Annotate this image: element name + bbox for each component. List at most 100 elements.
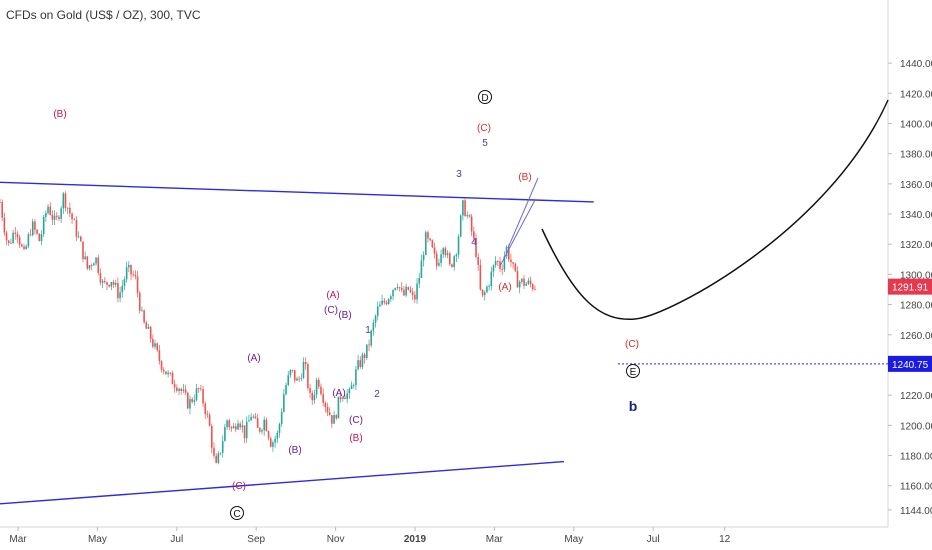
candle-body — [158, 350, 161, 362]
candle-body — [346, 393, 348, 400]
y-tick-label: 1360.00 — [900, 180, 932, 191]
candle-body — [5, 232, 8, 241]
candle-body — [145, 322, 148, 329]
candle-body — [529, 280, 532, 285]
candle-body — [193, 400, 196, 402]
candle-body — [206, 413, 209, 415]
candle-body — [457, 236, 460, 255]
wave-label: (C) — [324, 305, 338, 316]
candle-body — [243, 425, 246, 439]
candle-body — [138, 292, 141, 311]
candle-body — [431, 240, 434, 248]
candle-body — [407, 286, 410, 290]
candle-body — [167, 372, 169, 375]
current-price-tag — [888, 278, 932, 295]
candle-body — [182, 389, 185, 391]
candle-body — [0, 201, 1, 203]
candle-body — [289, 369, 292, 376]
candle-body — [42, 216, 45, 235]
candle-body — [263, 419, 266, 431]
candle-body — [414, 294, 416, 300]
candle-body — [429, 238, 431, 241]
current-price-label: 1291.91 — [892, 283, 929, 294]
candle-body — [400, 287, 403, 290]
candle-body — [416, 283, 418, 300]
candle-body — [357, 360, 359, 370]
candle-body — [396, 287, 399, 289]
candle-body — [272, 442, 274, 447]
candle-body — [296, 378, 298, 381]
candle-body — [317, 379, 320, 387]
x-tick-label: Jul — [647, 534, 660, 545]
candle-body — [75, 220, 78, 237]
x-tick-label: Nov — [327, 534, 345, 545]
candle-body — [374, 316, 377, 323]
wave-label: (B) — [288, 445, 301, 456]
candle-body — [97, 257, 100, 273]
candle-body — [376, 306, 379, 317]
candle-body — [259, 427, 261, 432]
y-tick-label: 1144.00 — [900, 506, 932, 517]
candle-body — [143, 310, 145, 323]
candle-body — [195, 388, 198, 401]
candle-body — [95, 257, 97, 264]
candle-body — [390, 296, 392, 300]
candle-body — [45, 213, 47, 217]
candle-body — [510, 259, 512, 263]
candle-body — [387, 299, 390, 305]
candle-body — [230, 427, 233, 429]
candle-body — [379, 304, 381, 307]
candle-body — [69, 207, 71, 214]
candle-body — [302, 361, 305, 379]
candle-body — [497, 261, 499, 262]
candle-body — [58, 216, 60, 219]
candle-body — [278, 424, 281, 433]
candle-body — [392, 289, 394, 297]
candle-body — [442, 248, 445, 255]
candle-body — [455, 254, 458, 257]
wave-label: 2 — [374, 389, 380, 400]
candle-body — [104, 280, 106, 283]
candle-body — [523, 278, 525, 286]
candle-body — [7, 240, 10, 243]
y-tick-label: 1200.00 — [900, 421, 932, 432]
channel-line — [499, 199, 536, 267]
candle-body — [521, 278, 523, 282]
candle-body — [123, 279, 126, 286]
wave-label: 5 — [482, 138, 488, 149]
candle-body — [79, 236, 82, 242]
candle-body — [307, 364, 309, 389]
candle-body — [531, 284, 534, 290]
candle-body — [304, 361, 307, 365]
candle-body — [344, 397, 346, 400]
x-tick-label: Mar — [486, 534, 504, 545]
candle-body — [18, 237, 21, 245]
candle-body — [189, 399, 191, 409]
candle-body — [287, 375, 290, 386]
candle-body — [451, 264, 453, 267]
candle-body — [248, 420, 250, 422]
y-tick-label: 1340.00 — [900, 210, 932, 221]
candle-body — [256, 418, 259, 428]
wave-label: 3 — [456, 169, 462, 180]
candle-body — [171, 373, 174, 385]
candle-body — [335, 415, 338, 419]
candle-body — [300, 378, 303, 380]
candle-body — [23, 246, 25, 249]
candle-body — [368, 344, 370, 346]
candle-body — [462, 200, 464, 216]
candle-body — [149, 327, 152, 339]
wave-label: (A) — [332, 388, 345, 399]
candle-body — [350, 385, 353, 390]
candle-body — [16, 233, 19, 238]
candle-body — [204, 403, 207, 414]
channel-line — [507, 177, 539, 249]
candle-body — [534, 289, 536, 290]
candle-body — [21, 244, 23, 247]
wave-label: E — [630, 367, 637, 378]
candle-body — [477, 256, 479, 265]
candle-body — [403, 289, 405, 296]
candle-body — [283, 394, 285, 412]
wave-label-circle — [626, 364, 640, 378]
